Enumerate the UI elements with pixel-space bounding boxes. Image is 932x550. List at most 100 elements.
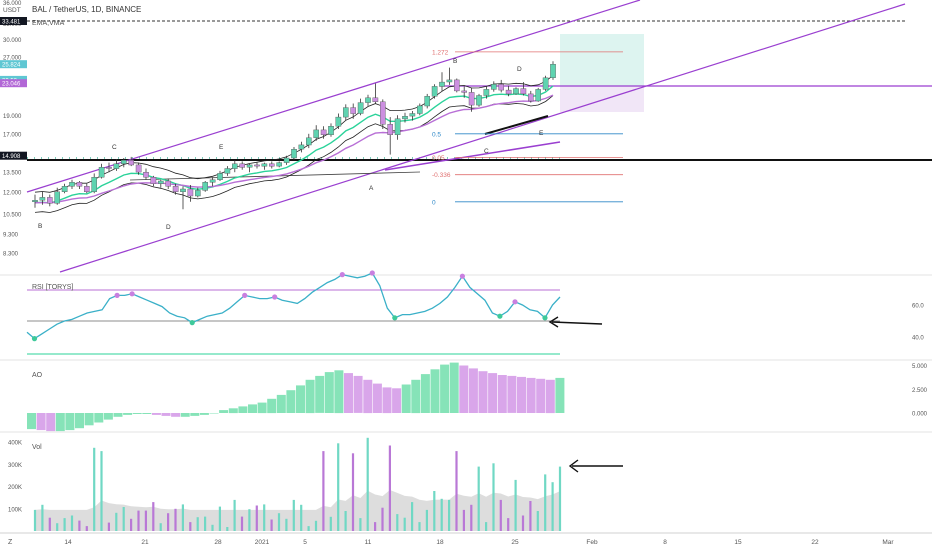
candle-body: [150, 176, 157, 184]
volume-bar: [403, 517, 406, 531]
candle-body: [468, 92, 475, 106]
rsi-peak-dot: [339, 272, 345, 278]
candle-body: [120, 160, 127, 165]
candle-body: [217, 173, 223, 180]
volume-bar: [455, 451, 458, 531]
candle-body: [246, 164, 253, 168]
time-tick-label: 21: [141, 539, 149, 546]
volume-bar: [448, 499, 451, 531]
candle-body: [239, 163, 246, 168]
volume-bar: [396, 514, 399, 531]
volume-bar: [233, 499, 236, 531]
volume-bar: [144, 510, 147, 531]
price-tag-label: 14.908: [2, 154, 21, 160]
volume-bars: [33, 437, 562, 532]
price-tag-label: 23.046: [2, 82, 21, 88]
ao-bar: [238, 406, 248, 413]
candle-body: [180, 188, 186, 192]
price-tag-label: 33.481: [2, 20, 21, 26]
rsi-peak-dot: [459, 273, 465, 279]
ao-bar: [36, 413, 46, 431]
wave-label: D: [517, 66, 522, 73]
volume-bar: [388, 445, 391, 531]
candle-body: [476, 95, 482, 106]
ao-bar: [55, 413, 65, 432]
volume-bar: [322, 451, 325, 531]
candle-body: [306, 137, 312, 146]
wave-label: C: [112, 144, 117, 151]
rsi-trough-dot: [497, 313, 503, 319]
candle-body: [254, 164, 260, 167]
ao-bar: [199, 413, 209, 415]
volume-bar: [204, 516, 207, 531]
ao-bar: [228, 408, 238, 414]
rsi-trough-dot: [392, 315, 398, 321]
candle-body: [32, 200, 38, 203]
candle-body: [194, 190, 201, 197]
time-tick-label: 5: [303, 539, 307, 546]
volume-bar: [507, 518, 510, 531]
panel-frames: [0, 274, 932, 534]
ao-bar: [190, 413, 200, 416]
ao-bar: [372, 383, 382, 413]
volume-tick-label: 200K: [8, 485, 22, 491]
volume-title: Vol: [32, 444, 42, 451]
ao-bar: [171, 413, 181, 417]
ao-bar: [517, 376, 526, 413]
ao-bar: [440, 364, 450, 413]
volume-bar: [529, 501, 532, 531]
annotation-arrow-rsi: [548, 316, 603, 328]
rsi-peak-dot: [242, 292, 248, 298]
target-box-green: [560, 34, 644, 86]
time-tick-label: 22: [811, 539, 819, 546]
volume-bar: [196, 517, 199, 531]
ao-bar: [267, 398, 277, 414]
ao-bar: [132, 413, 142, 414]
candle-body: [446, 79, 453, 83]
rsi-trough-dot: [31, 336, 38, 342]
ao-title: AO: [32, 372, 43, 379]
price-tick-label: 12.000: [3, 190, 22, 196]
wave-label: D: [166, 224, 171, 231]
volume-tick-label: 400K: [8, 441, 22, 447]
left-price-axis[interactable]: USDT 36.00033.00030.00027.00023.00019.00…: [0, 0, 27, 272]
ao-bar: [142, 413, 152, 414]
volume-bar: [425, 509, 428, 531]
price-tick-label: 19.000: [3, 114, 22, 120]
ao-bar: [344, 373, 353, 413]
candle-body: [113, 163, 120, 169]
volume-bar: [551, 482, 554, 531]
candle-body: [454, 79, 460, 92]
wave-labels: B C D E A B C D E: [38, 58, 544, 231]
time-tick-label: 28: [214, 539, 222, 546]
candle-body: [298, 144, 305, 150]
price-tick-label: 36.000: [3, 1, 22, 7]
rsi-pane[interactable]: RSI [TORYS] 60.0 40.0: [26, 270, 924, 355]
ao-bar: [545, 379, 555, 414]
volume-bar: [337, 443, 340, 531]
ao-bar: [113, 413, 123, 417]
volume-bar: [48, 517, 51, 531]
volume-bar: [477, 466, 480, 531]
rsi-axis-labels: 60.0 40.0: [912, 304, 924, 342]
price-tag-bg: [0, 151, 27, 160]
ao-axis-labels: 5.000 2.500 0.000: [912, 364, 928, 418]
volume-bar: [292, 499, 295, 531]
chart-title: BAL / TetherUS, 1D, BINANCE: [32, 5, 141, 14]
ao-pane[interactable]: AO 5.000 2.500 0.000: [27, 362, 928, 432]
volume-bar: [240, 516, 244, 531]
volume-bar: [189, 522, 192, 531]
ao-bar: [507, 375, 517, 413]
volume-bar: [470, 504, 473, 531]
volume-bar: [329, 516, 332, 531]
volume-pane[interactable]: Vol 400K 300K 200K 100K: [8, 437, 623, 532]
volume-bar: [381, 507, 384, 531]
rsi-line: [26, 272, 561, 340]
rsi-peak-dot: [369, 270, 375, 276]
ao-bar: [286, 390, 296, 413]
time-axis[interactable]: Z 14 21 28 2021 5 11 18 25 Feb 8 15 22 Mar: [8, 539, 894, 546]
candle-body: [542, 77, 549, 90]
main-price-pane[interactable]: 1.272 0.5 0.05 -0.336 0 B C D E A B C D E BAL / Teth…: [26, 0, 932, 273]
volume-bar: [107, 522, 110, 531]
